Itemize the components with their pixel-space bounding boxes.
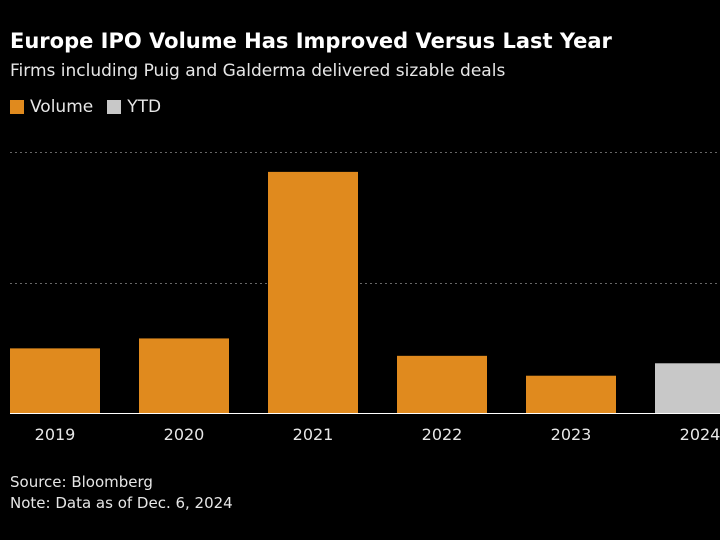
legend-label-volume: Volume <box>30 97 94 117</box>
chart-legend: Volume YTD <box>10 97 175 117</box>
bar-2022 <box>397 355 487 413</box>
bar-2024 <box>655 363 720 413</box>
chart-subtitle: Firms including Puig and Galderma delive… <box>10 61 506 81</box>
x-tick-label-2022: 2022 <box>422 425 463 444</box>
bar-2021 <box>268 171 358 413</box>
x-tick-label-2020: 2020 <box>164 425 205 444</box>
x-tick-label-2024: 2024 <box>680 425 720 444</box>
x-tick-label-2023: 2023 <box>551 425 592 444</box>
legend-swatch-ytd <box>107 100 122 114</box>
x-tick-label-2019: 2019 <box>35 425 76 444</box>
chart-title: Europe IPO Volume Has Improved Versus La… <box>10 29 612 53</box>
legend-swatch-volume <box>10 100 24 114</box>
legend-label-ytd: YTD <box>127 97 162 117</box>
legend-item-volume: Volume <box>10 97 93 117</box>
data-note: Note: Data as of Dec. 6, 2024 <box>10 494 233 512</box>
x-tick-label-2021: 2021 <box>293 425 334 444</box>
source-note: Source: Bloomberg <box>10 473 153 491</box>
bar-2020 <box>139 338 229 413</box>
legend-item-ytd: YTD <box>107 97 161 117</box>
bar-2023 <box>526 375 616 413</box>
bar-2019 <box>10 348 100 413</box>
